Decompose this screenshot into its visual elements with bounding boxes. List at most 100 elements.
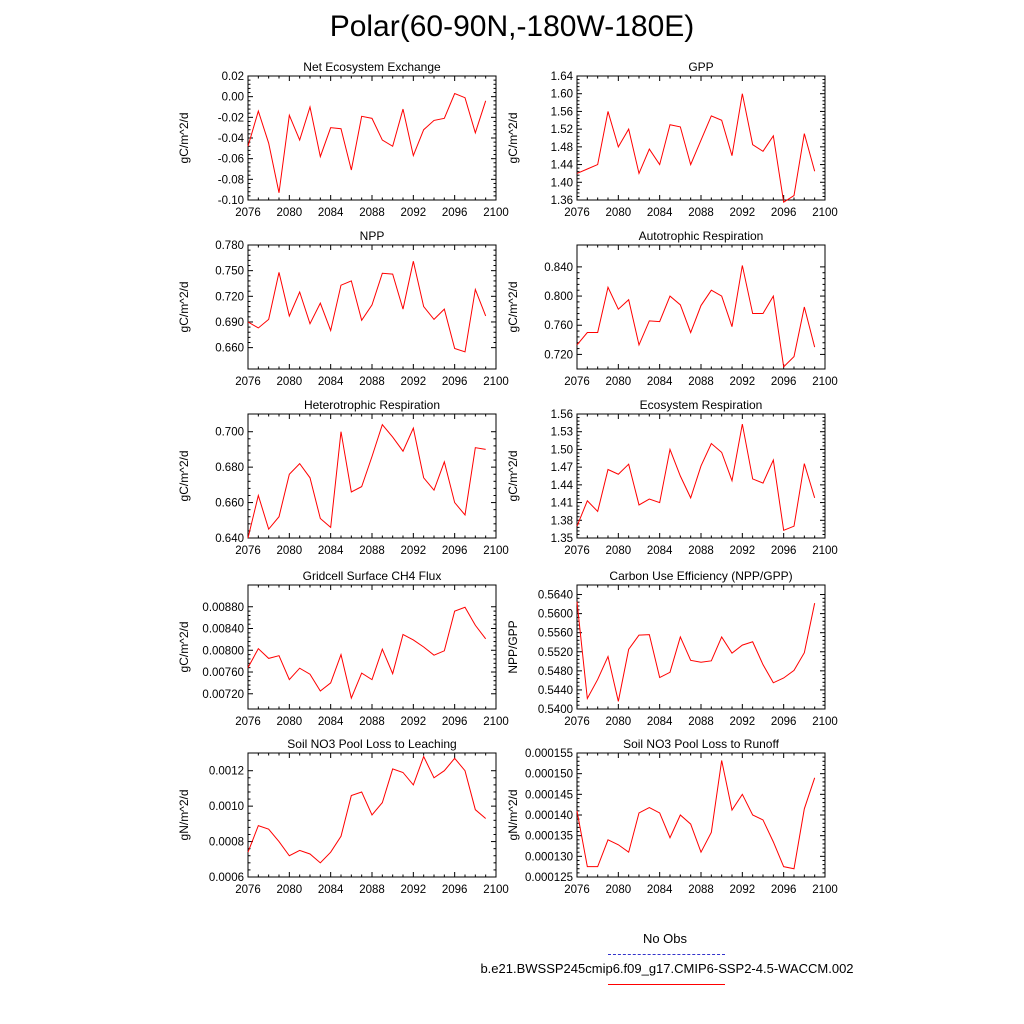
x-tick-label: 2084 <box>647 884 673 896</box>
chart-title: Soil NO3 Pool Loss to Leaching <box>287 737 456 751</box>
y-tick-label: 0.000135 <box>525 831 573 843</box>
y-axis-label: gN/m^2/d <box>506 790 520 841</box>
x-tick-label: 2100 <box>812 545 838 557</box>
y-tick-label: 0.000150 <box>525 769 573 781</box>
y-tick-label: 0.00760 <box>202 667 244 679</box>
y-axis-label: gN/m^2/d <box>177 790 191 841</box>
y-tick-label: 0.800 <box>544 291 573 303</box>
series-line <box>576 93 816 204</box>
y-tick-label: 1.64 <box>551 71 574 83</box>
x-tick-label: 2084 <box>318 207 344 219</box>
y-tick-label: 0.660 <box>215 343 244 355</box>
x-tick-label: 2076 <box>235 376 261 388</box>
chart-npp: NPP gC/m^2/d 2076 2080 2084 2088 2092 2096 2100 0… <box>177 229 509 388</box>
x-tick-label: 2096 <box>771 545 797 557</box>
chart-net-ecosystem-exchange: Net Ecosystem Exchange gC/m^2/d 2076 2080 20… <box>177 60 509 219</box>
legend-obs-line <box>608 954 725 955</box>
plot-frame <box>247 244 497 370</box>
y-tick-label: 1.38 <box>551 515 573 527</box>
chart-ecosystem-respiration: Ecosystem Respiration gC/m^2/d 2076 2080 208… <box>506 398 838 557</box>
x-tick-label: 2080 <box>606 716 632 728</box>
y-tick-label: 0.5560 <box>538 628 573 640</box>
legend-obs-label: No Obs <box>642 931 688 946</box>
x-tick-label: 2092 <box>401 376 427 388</box>
x-tick-label: 2080 <box>606 376 632 388</box>
y-tick-label: -0.02 <box>218 112 244 124</box>
x-tick-label: 2084 <box>647 207 673 219</box>
chart-title: Net Ecosystem Exchange <box>303 60 441 74</box>
y-tick-label: 0.00800 <box>202 645 244 657</box>
x-tick-label: 2096 <box>771 884 797 896</box>
y-tick-label: -0.04 <box>218 133 245 145</box>
page-title: Polar(60-90N,-180W-180E) <box>329 10 695 43</box>
y-axis-label: gC/m^2/d <box>506 113 520 164</box>
x-tick-label: 2096 <box>442 545 468 557</box>
x-tick-label: 2088 <box>359 207 385 219</box>
chart-title: NPP <box>360 229 385 243</box>
plot-frame <box>576 752 826 878</box>
x-tick-label: 2076 <box>564 376 590 388</box>
x-tick-label: 2096 <box>771 207 797 219</box>
chart-autotrophic-respiration: Autotrophic Respiration gC/m^2/d 2076 2080 2… <box>506 229 838 388</box>
series-line <box>247 755 486 864</box>
y-tick-label: 1.56 <box>551 106 573 118</box>
y-tick-label: 0.780 <box>215 240 244 252</box>
y-tick-label: 1.50 <box>551 444 573 456</box>
y-tick-label: 1.56 <box>551 409 573 421</box>
chart-soil-no3-pool-loss-to-runoff: Soil NO3 Pool Loss to Runoff gN/m^2/d 2076… <box>506 737 838 896</box>
x-tick-label: 2088 <box>359 545 385 557</box>
chart-title: Soil NO3 Pool Loss to Runoff <box>623 737 780 751</box>
x-tick-label: 2080 <box>277 716 303 728</box>
y-tick-label: 0.00 <box>222 92 244 104</box>
plot-frame <box>576 244 826 370</box>
x-tick-label: 2076 <box>235 884 261 896</box>
x-tick-label: 2092 <box>401 884 427 896</box>
y-tick-label: 0.700 <box>215 427 244 439</box>
x-tick-label: 2100 <box>483 376 509 388</box>
chart-title: Ecosystem Respiration <box>640 398 763 412</box>
y-tick-label: 0.660 <box>215 498 244 510</box>
x-tick-label: 2096 <box>442 207 468 219</box>
chart-title: Heterotrophic Respiration <box>304 398 440 412</box>
x-tick-label: 2088 <box>688 207 714 219</box>
y-tick-label: 0.000125 <box>525 872 573 884</box>
y-tick-label: 1.47 <box>551 462 573 474</box>
y-axis-label: gC/m^2/d <box>506 282 520 333</box>
y-tick-label: 0.00720 <box>202 689 244 701</box>
y-tick-label: 1.41 <box>551 498 573 510</box>
plot-frame <box>576 75 826 201</box>
y-tick-label: 1.44 <box>551 480 574 492</box>
y-axis-label: NPP/GPP <box>506 620 520 673</box>
x-tick-label: 2076 <box>564 716 590 728</box>
y-tick-label: 0.760 <box>544 320 573 332</box>
y-tick-label: 0.000155 <box>525 748 573 760</box>
x-tick-label: 2088 <box>688 716 714 728</box>
x-tick-label: 2084 <box>318 716 344 728</box>
x-tick-label: 2096 <box>442 376 468 388</box>
x-tick-label: 2096 <box>771 376 797 388</box>
chart-title: Gridcell Surface CH4 Flux <box>303 569 442 583</box>
y-tick-label: 0.690 <box>215 317 244 329</box>
chart-gridcell-surface-ch4-flux: Gridcell Surface CH4 Flux gC/m^2/d 2076 208… <box>177 569 509 728</box>
y-tick-label: 0.02 <box>222 71 244 83</box>
x-tick-label: 2088 <box>688 884 714 896</box>
legend-case-line <box>608 984 725 985</box>
x-tick-label: 2084 <box>647 545 673 557</box>
y-tick-label: 0.5640 <box>538 590 573 602</box>
y-tick-label: 0.720 <box>544 349 573 361</box>
x-tick-label: 2076 <box>235 545 261 557</box>
x-tick-label: 2096 <box>442 716 468 728</box>
y-tick-label: 0.000130 <box>525 851 573 863</box>
series-line <box>247 423 486 539</box>
x-tick-label: 2100 <box>812 376 838 388</box>
x-tick-label: 2080 <box>606 545 632 557</box>
y-tick-label: 0.5400 <box>538 704 573 716</box>
x-tick-label: 2080 <box>277 884 303 896</box>
y-axis-label: gC/m^2/d <box>177 282 191 333</box>
x-tick-label: 2088 <box>688 545 714 557</box>
plot-frame <box>247 584 497 710</box>
x-tick-label: 2076 <box>235 207 261 219</box>
x-tick-label: 2088 <box>359 884 385 896</box>
chart-title: GPP <box>688 60 713 74</box>
